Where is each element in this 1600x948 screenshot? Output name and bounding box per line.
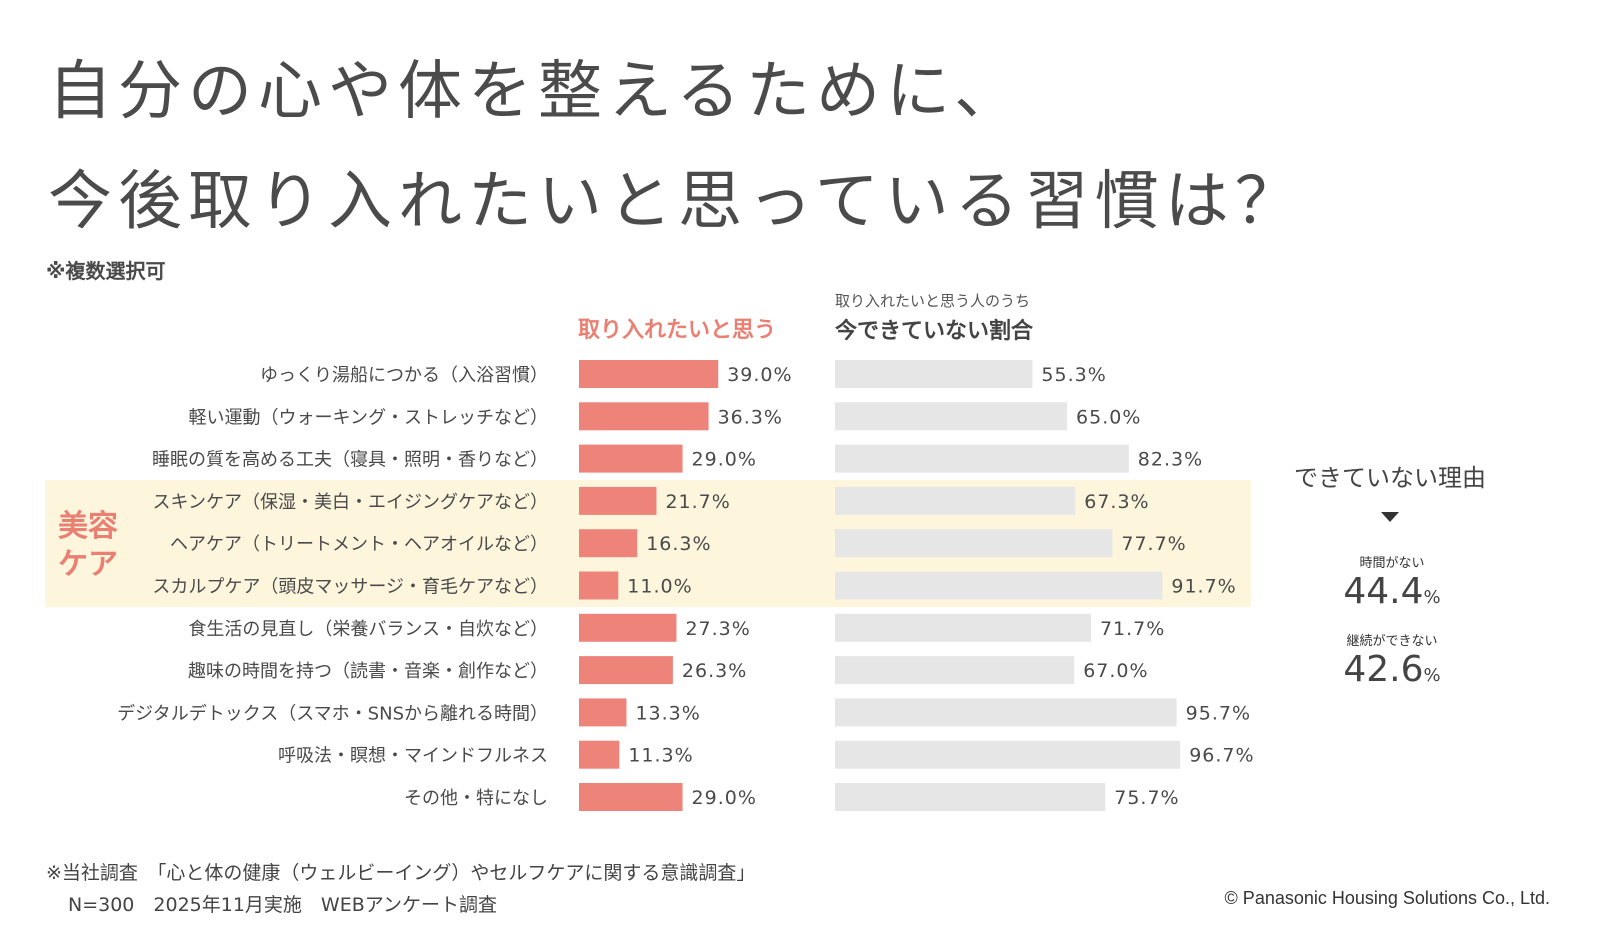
reason-cannot-continue: 継続ができない 42.6% — [1292, 630, 1492, 690]
reason-label: 継続ができない — [1346, 634, 1438, 649]
reason-value: 44.4 — [1343, 571, 1424, 612]
bar-not-yet-doing — [835, 571, 1163, 600]
bar-not-yet-doing-value: 82.3% — [1138, 449, 1203, 471]
reason-unit: % — [1423, 665, 1441, 686]
bar-want-to-adopt-value: 11.3% — [628, 745, 693, 767]
bar-not-yet-doing-value: 71.7% — [1100, 618, 1165, 640]
bar-want-to-adopt — [579, 529, 638, 558]
category-label: その他・特になし — [404, 788, 548, 809]
bar-not-yet-doing — [835, 613, 1091, 642]
category-label: スカルプケア（頭皮マッサージ・育毛ケアなど） — [152, 577, 548, 598]
title-line-2: 今後取り入れたいと思っている習慣は？ — [48, 165, 1305, 239]
bar-want-to-adopt — [579, 360, 719, 388]
bar-want-to-adopt-value: 11.0% — [627, 576, 692, 598]
survey-source-note: ※当社調査 「心と体の健康（ウェルビーイング）やセルフケアに関する意識調査」 — [46, 862, 756, 884]
bar-not-yet-doing — [835, 656, 1075, 685]
bar-want-to-adopt-value: 36.3% — [718, 406, 783, 428]
bar-not-yet-doing-value: 96.7% — [1189, 745, 1254, 767]
bar-not-yet-doing — [835, 529, 1113, 558]
bar-not-yet-doing-value: 55.3% — [1041, 364, 1106, 386]
bar-not-yet-doing — [835, 486, 1076, 515]
bar-not-yet-doing-value: 67.3% — [1084, 491, 1149, 513]
bar-not-yet-doing-value: 95.7% — [1186, 702, 1251, 724]
bar-want-to-adopt — [579, 402, 709, 431]
bar-not-yet-doing — [835, 444, 1129, 473]
bar-want-to-adopt — [579, 656, 673, 685]
beauty-care-label-line1: 美容 — [58, 509, 118, 544]
series-2-header: 今できていない割合 — [835, 319, 1034, 344]
beauty-care-label-line2: ケア — [58, 547, 118, 582]
bar-not-yet-doing — [835, 740, 1181, 769]
bar-want-to-adopt — [579, 698, 627, 727]
multiple-choice-note: ※複数選択可 — [46, 259, 166, 283]
beauty-care-group-label: 美容 ケア — [58, 508, 118, 584]
category-label: ゆっくり湯船につかる（入浴習慣） — [260, 365, 548, 386]
copyright: © Panasonic Housing Solutions Co., Ltd. — [1224, 888, 1550, 908]
category-label: 食生活の見直し（栄養バランス・自炊など） — [188, 619, 548, 640]
bar-not-yet-doing-value: 91.7% — [1171, 576, 1236, 598]
bar-not-yet-doing-value: 65.0% — [1076, 406, 1141, 428]
category-label: 趣味の時間を持つ（読書・音楽・創作など） — [188, 661, 548, 682]
bar-want-to-adopt-value: 29.0% — [692, 449, 757, 471]
reason-no-time: 時間がない 44.4% — [1292, 552, 1492, 612]
bar-not-yet-doing-value: 75.7% — [1114, 787, 1179, 809]
category-label: ヘアケア（トリートメント・ヘアオイルなど） — [170, 534, 548, 555]
bar-not-yet-doing — [835, 360, 1033, 388]
bar-not-yet-doing-value: 77.7% — [1121, 533, 1186, 555]
bar-want-to-adopt — [579, 613, 677, 642]
series-1-header: 取り入れたいと思う — [578, 318, 777, 343]
reasons-title: できていない理由 — [1294, 464, 1486, 492]
title-line-1: 自分の心や体を整えるために、 — [48, 55, 1025, 129]
bar-want-to-adopt-value: 16.3% — [646, 533, 711, 555]
bar-not-yet-doing — [835, 783, 1106, 811]
bar-want-to-adopt — [579, 444, 683, 473]
bar-want-to-adopt — [579, 740, 620, 769]
bar-want-to-adopt — [579, 571, 619, 600]
bar-not-yet-doing-value: 67.0% — [1083, 660, 1148, 682]
category-label: デジタルデトックス（スマホ・SNSから離れる時間） — [117, 703, 548, 724]
bar-want-to-adopt — [579, 486, 657, 515]
bar-want-to-adopt-value: 26.3% — [682, 660, 747, 682]
bar-want-to-adopt-value: 29.0% — [692, 787, 757, 809]
survey-details-note: N=300 2025年11月実施 WEBアンケート調査 — [68, 894, 497, 916]
category-label: 睡眠の質を高める工夫（寝具・照明・香りなど） — [152, 450, 548, 471]
bar-not-yet-doing — [835, 698, 1177, 727]
bar-want-to-adopt-value: 21.7% — [665, 491, 730, 513]
series-2-header-prefix: 取り入れたいと思う人のうち — [835, 292, 1031, 310]
category-label: 軽い運動（ウォーキング・ストレッチなど） — [189, 407, 548, 428]
bar-not-yet-doing — [835, 402, 1068, 431]
category-label: 呼吸法・瞑想・マインドフルネス — [278, 746, 548, 767]
bar-want-to-adopt-value: 39.0% — [727, 364, 792, 386]
bar-want-to-adopt-value: 27.3% — [685, 618, 750, 640]
down-arrow-icon — [1381, 512, 1399, 522]
reason-unit: % — [1423, 587, 1441, 608]
bar-want-to-adopt — [579, 783, 683, 811]
reason-label: 時間がない — [1359, 556, 1425, 571]
category-label: スキンケア（保湿・美白・エイジングケアなど） — [153, 492, 548, 513]
reason-value: 42.6 — [1343, 649, 1424, 690]
bar-want-to-adopt-value: 13.3% — [635, 702, 700, 724]
